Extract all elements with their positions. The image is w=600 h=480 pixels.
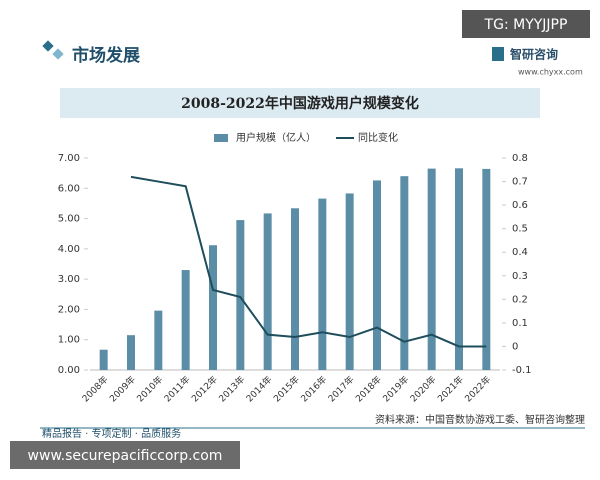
y-tick-label: 3.00 [58, 274, 80, 285]
legend-label: 用户规模（亿人） [236, 131, 316, 144]
legend-swatch [214, 134, 228, 142]
title-band [60, 88, 540, 118]
brand: 智研咨询 [509, 47, 558, 62]
y2-tick-label: 0.6 [512, 200, 528, 211]
section-icon [42, 40, 54, 52]
line [130, 175, 487, 348]
y-tick-label: 1.00 [58, 335, 80, 346]
bar [99, 349, 108, 370]
y-tick-label: 4.00 [58, 244, 80, 255]
legend-label: 同比变化 [358, 131, 398, 144]
bar [291, 208, 299, 370]
bar [318, 198, 327, 370]
bar [181, 270, 190, 370]
bar [427, 168, 436, 370]
y2-tick-label: 0.7 [512, 177, 528, 188]
bar [127, 335, 135, 370]
bar [482, 168, 491, 370]
bar [263, 213, 272, 370]
y2-tick-label: 0.4 [512, 247, 528, 258]
y-tick-label: 2.00 [58, 304, 80, 315]
brand-logo [492, 47, 504, 61]
bar [345, 193, 354, 370]
chart-title: 2008-2022年中国游戏用户规模变化 [181, 95, 419, 112]
bar [209, 245, 217, 370]
y-tick-label: 5.00 [58, 214, 80, 225]
section-title: 市场发展 [72, 45, 140, 66]
y-tick-label: 6.00 [58, 183, 80, 194]
y2-tick-label: -0.1 [512, 365, 532, 376]
brand-url: www.chyxx.com [518, 68, 583, 77]
y2-tick-label: 0 [512, 341, 518, 352]
bar [373, 180, 381, 370]
y2-tick-label: 0.5 [512, 224, 528, 235]
y-tick-label: 0.00 [58, 365, 80, 376]
y2-tick-label: 0.8 [512, 153, 528, 164]
bar [154, 310, 163, 370]
tag: TG: MYYJJPP [484, 17, 568, 33]
y2-tick-label: 0.3 [512, 271, 528, 282]
y2-tick-label: 0.2 [512, 294, 528, 305]
source: 资料来源：中国音数协游戏工委、智研咨询整理 [375, 413, 585, 426]
bar [455, 168, 463, 370]
watermark-box [10, 441, 240, 469]
y-tick-label: 7.00 [58, 153, 80, 164]
bar [236, 220, 245, 370]
tag-box [462, 10, 590, 38]
slogan: 精品报告 · 专项定制 · 品质服务 [42, 427, 181, 440]
bar [400, 176, 409, 370]
y2-tick-label: 0.1 [512, 318, 528, 329]
section-icon [52, 48, 64, 60]
watermark: www.securepacificcorp.com [28, 448, 223, 464]
